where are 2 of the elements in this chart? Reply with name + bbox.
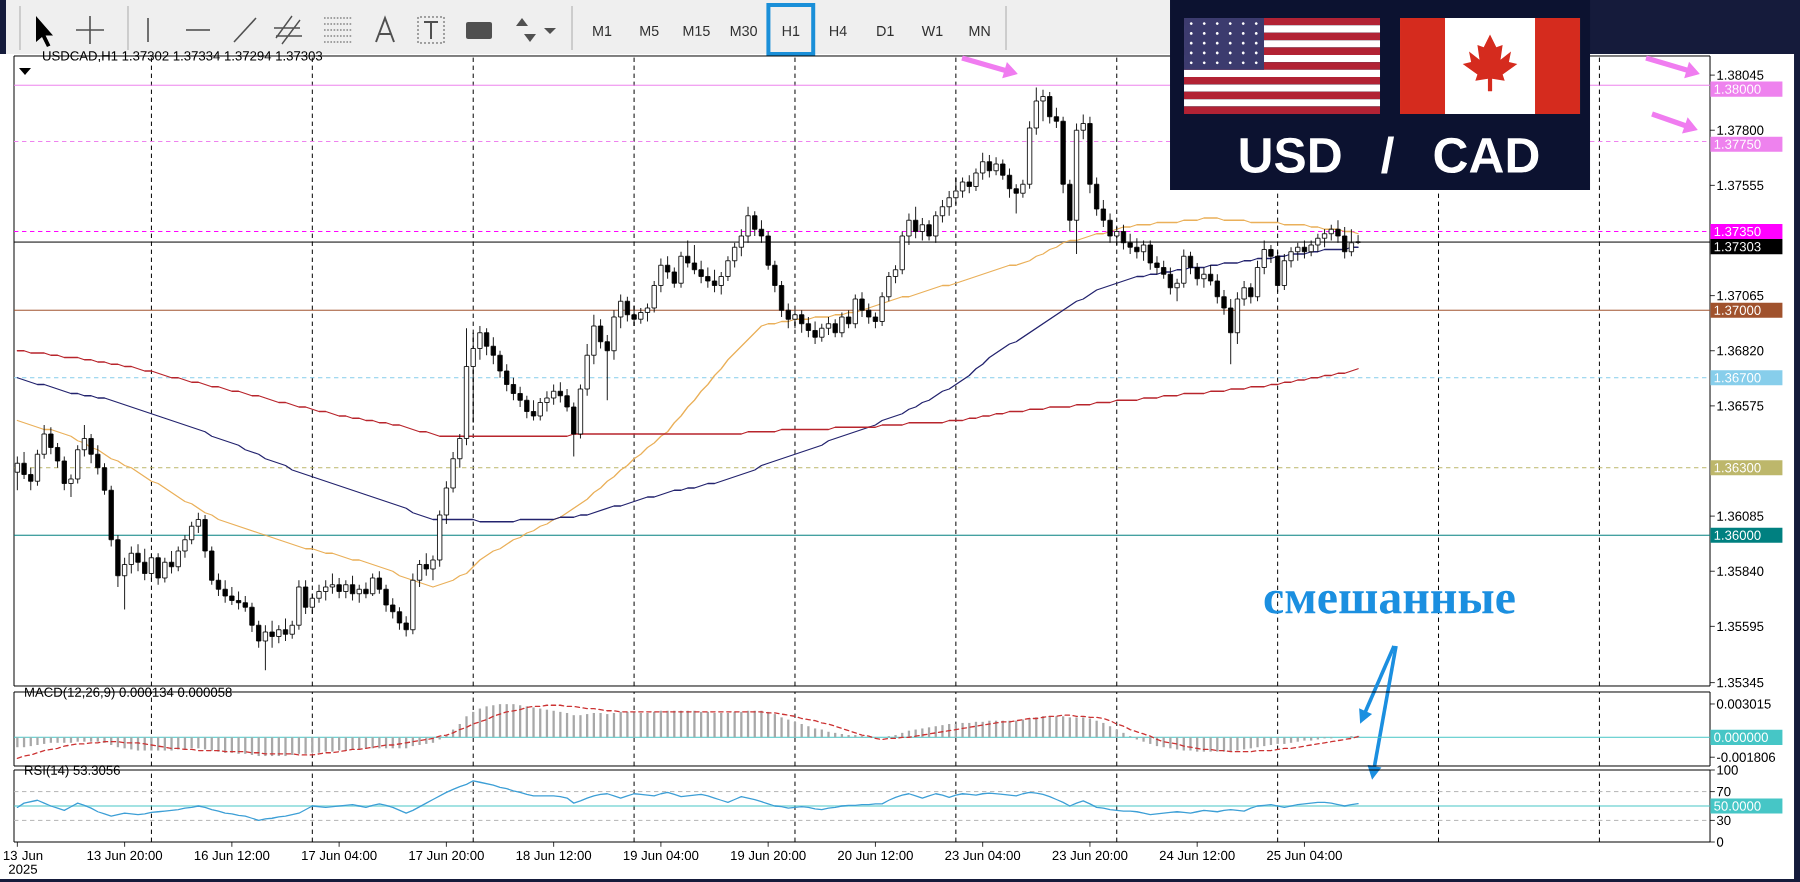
annotation: смешанные [1264, 590, 1515, 614]
annotation: USD / CAD [1240, 136, 1539, 174]
